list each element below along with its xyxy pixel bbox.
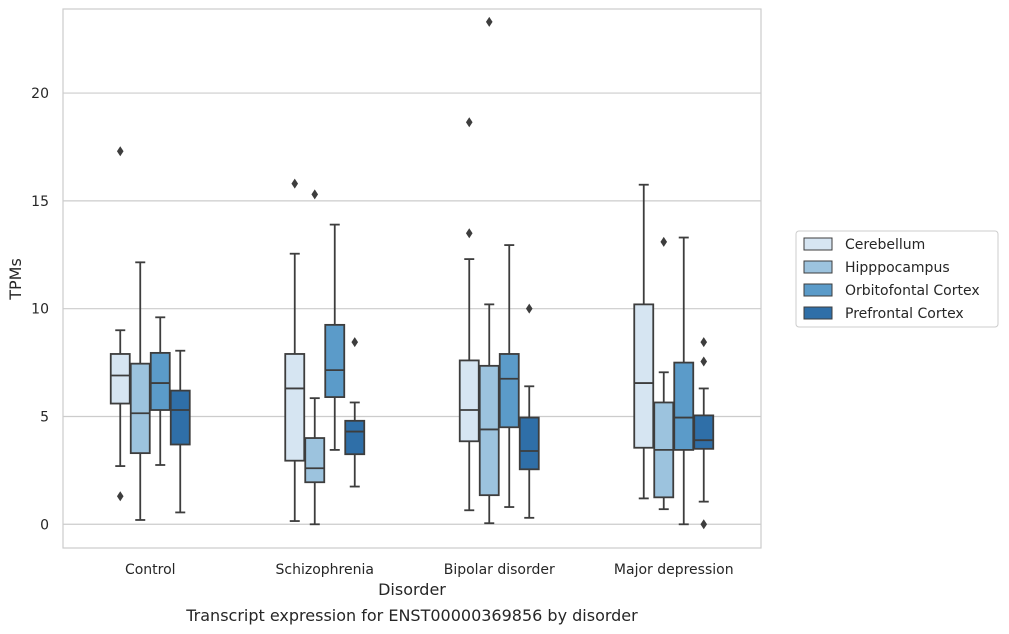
- box-orbitofontal-cortex: [498, 244, 520, 508]
- outlier-point: [116, 146, 124, 157]
- box-orbitofontal-cortex: [673, 236, 695, 526]
- box-hipppocampus: [653, 236, 675, 511]
- box-body: [169, 389, 191, 446]
- box-hipppocampus: [129, 261, 151, 521]
- y-tick-labels: 0 5 10 15 20: [31, 86, 49, 533]
- outlier-point: [351, 337, 359, 348]
- box-cerebellum: [109, 146, 131, 502]
- box-body: [458, 359, 480, 443]
- y-tick-label: 20: [31, 86, 49, 102]
- box-body: [304, 437, 326, 484]
- box-cerebellum: [633, 183, 655, 500]
- x-tick-label: Schizophrenia: [276, 562, 374, 578]
- box-cerebellum: [284, 178, 306, 522]
- y-tick-label: 10: [31, 302, 49, 318]
- box-body: [284, 353, 306, 462]
- y-axis-label: TPMs: [6, 258, 25, 301]
- legend-swatch: [803, 306, 833, 320]
- legend-label: Prefrontal Cortex: [845, 306, 964, 322]
- outlier-point: [465, 228, 473, 239]
- box-body: [129, 362, 151, 455]
- box-hipppocampus: [304, 189, 326, 526]
- box-prefrontal-cortex: [693, 337, 715, 530]
- outlier-point: [700, 356, 708, 367]
- legend-swatch: [803, 237, 833, 251]
- box-cerebellum: [458, 117, 480, 512]
- legend-label: Cerebellum: [845, 237, 925, 253]
- legend-label: Hipppocampus: [845, 260, 950, 276]
- legend-swatch: [803, 260, 833, 274]
- outlier-point: [700, 337, 708, 348]
- legend-swatch: [803, 283, 833, 297]
- x-tick-label: Bipolar disorder: [444, 562, 555, 578]
- legend-label: Orbitofontal Cortex: [845, 283, 980, 299]
- box-body: [149, 351, 171, 411]
- box-prefrontal-cortex: [518, 303, 540, 519]
- outlier-point: [311, 189, 319, 200]
- outlier-point: [660, 236, 668, 247]
- outlier-point: [291, 178, 299, 189]
- box-body: [673, 361, 695, 451]
- box-prefrontal-cortex: [344, 337, 366, 488]
- box-body: [109, 353, 131, 405]
- boxes: [109, 16, 715, 530]
- box-body: [693, 414, 715, 450]
- legend: Cerebellum Hipppocampus Orbitofontal Corte…: [795, 230, 999, 328]
- outlier-point: [465, 117, 473, 128]
- y-tick-label: 5: [40, 409, 49, 425]
- outlier-point: [525, 303, 533, 314]
- box-body: [518, 416, 540, 471]
- box-prefrontal-cortex: [169, 349, 191, 514]
- outlier-point: [700, 519, 708, 530]
- y-tick-label: 15: [31, 194, 49, 210]
- y-tick-label: 0: [40, 517, 49, 533]
- outlier-point: [485, 16, 493, 27]
- x-tick-labels: Control Schizophrenia Bipolar disorder Majo…: [125, 562, 734, 578]
- x-axis-label: Disorder: [378, 580, 446, 599]
- x-tick-label: Control: [125, 562, 176, 578]
- box-body: [633, 303, 655, 449]
- x-tick-label: Major depression: [614, 562, 734, 578]
- box-body: [344, 419, 366, 456]
- outlier-point: [116, 491, 124, 502]
- box-body: [498, 353, 520, 429]
- box-orbitofontal-cortex: [324, 223, 346, 451]
- box-hipppocampus: [478, 16, 500, 525]
- figure-caption: Transcript expression for ENST0000036985…: [186, 606, 638, 625]
- box-body: [478, 364, 500, 497]
- box-orbitofontal-cortex: [149, 316, 171, 466]
- legend-frame: [795, 230, 999, 328]
- plot-area-frame: [62, 8, 762, 549]
- box-body: [324, 323, 346, 398]
